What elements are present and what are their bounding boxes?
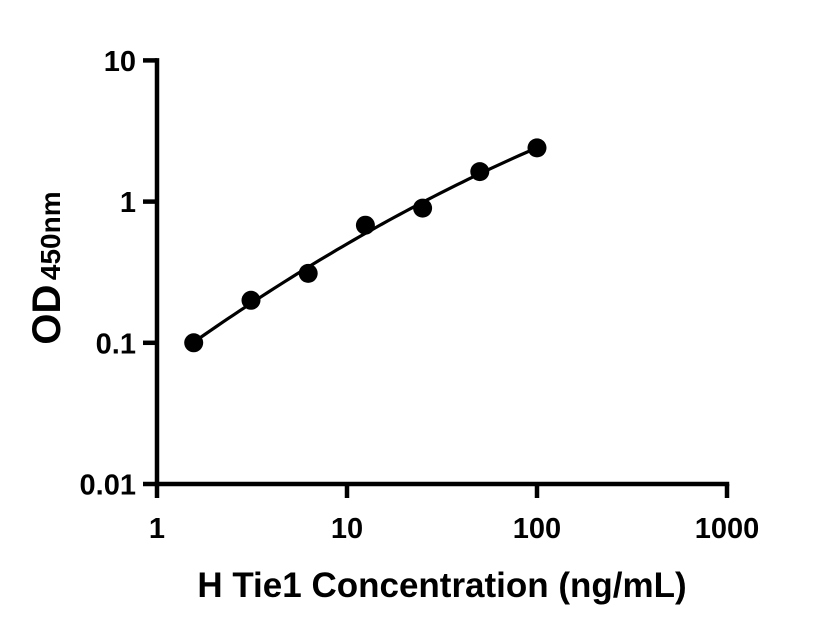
y-axis-title-main: OD — [25, 285, 69, 345]
y-tick-label: 1 — [120, 187, 136, 219]
x-axis-title: H Tie1 Concentration (ng/mL) — [197, 566, 686, 605]
data-point — [355, 215, 375, 235]
axis-spine — [154, 58, 730, 487]
y-tick-label: 0.1 — [96, 328, 136, 360]
data-point — [298, 263, 318, 283]
y-tick-label: 0.01 — [80, 470, 136, 502]
x-tick-label: 100 — [513, 513, 561, 545]
data-point — [527, 138, 547, 158]
plot-area: 10 1 0.1 0.01 1 10 100 1000 — [80, 46, 760, 545]
x-tick-label: 1000 — [695, 513, 760, 545]
x-tick-label: 10 — [331, 513, 363, 545]
y-tick-label: 10 — [104, 46, 136, 78]
data-point — [241, 290, 261, 310]
data-point — [184, 333, 204, 353]
data-point — [470, 162, 490, 182]
data-point — [413, 198, 433, 218]
y-axis-title: OD 450nm — [25, 191, 69, 344]
y-axis-title-subscript: 450nm — [35, 191, 66, 280]
x-tick-label: 1 — [149, 513, 165, 545]
